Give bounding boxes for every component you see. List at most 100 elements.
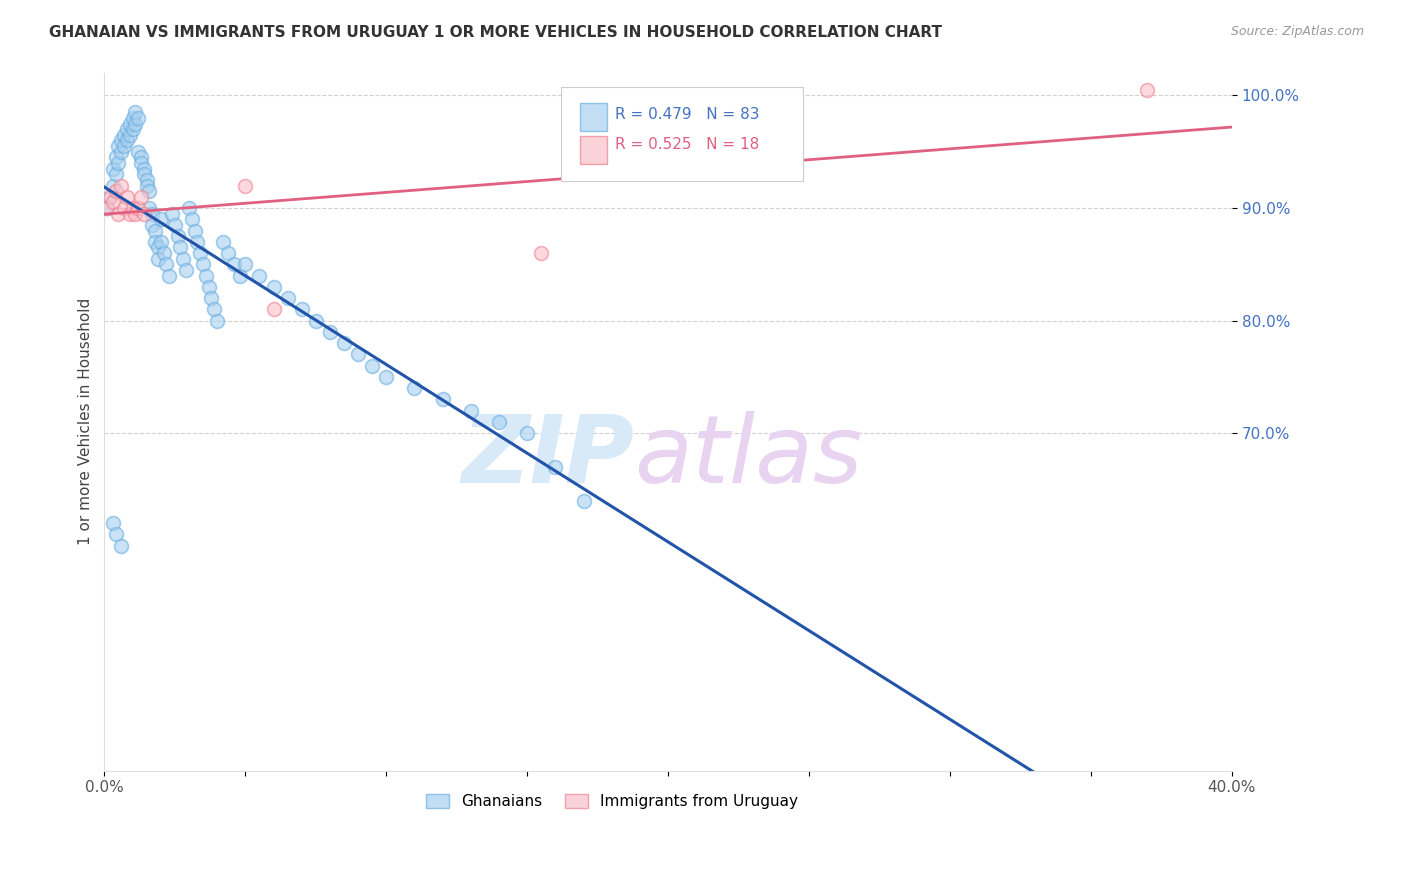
Point	[101, 516, 124, 530]
Point	[432, 392, 454, 407]
Point	[460, 403, 482, 417]
Point	[127, 145, 149, 159]
Point	[129, 156, 152, 170]
Point	[169, 240, 191, 254]
Point	[544, 459, 567, 474]
Point	[333, 336, 356, 351]
Point	[177, 201, 200, 215]
Point	[112, 201, 135, 215]
Point	[194, 268, 217, 283]
Point	[101, 178, 124, 193]
Point	[121, 201, 143, 215]
Point	[104, 527, 127, 541]
Point	[104, 167, 127, 181]
Point	[233, 178, 256, 193]
Point	[202, 302, 225, 317]
Point	[180, 212, 202, 227]
Point	[107, 207, 129, 221]
Point	[205, 313, 228, 327]
Point	[110, 134, 132, 148]
Text: GHANAIAN VS IMMIGRANTS FROM URUGUAY 1 OR MORE VEHICLES IN HOUSEHOLD CORRELATION : GHANAIAN VS IMMIGRANTS FROM URUGUAY 1 OR…	[49, 25, 942, 40]
Point	[361, 359, 384, 373]
Point	[115, 134, 138, 148]
Text: atlas: atlas	[634, 411, 862, 502]
Point	[110, 178, 132, 193]
Point	[121, 111, 143, 125]
Point	[110, 145, 132, 159]
Point	[115, 122, 138, 136]
Text: Source: ZipAtlas.com: Source: ZipAtlas.com	[1230, 25, 1364, 38]
Point	[163, 218, 186, 232]
Point	[319, 325, 342, 339]
FancyBboxPatch shape	[561, 87, 803, 181]
Point	[118, 128, 141, 142]
Point	[149, 212, 172, 227]
Point	[141, 218, 163, 232]
Point	[530, 246, 553, 260]
Point	[277, 291, 299, 305]
Point	[107, 139, 129, 153]
Point	[263, 302, 285, 317]
Point	[228, 268, 250, 283]
Point	[263, 280, 285, 294]
Point	[129, 150, 152, 164]
Point	[143, 223, 166, 237]
Point	[118, 117, 141, 131]
Point	[115, 190, 138, 204]
Point	[135, 178, 157, 193]
Point	[217, 246, 239, 260]
Point	[141, 207, 163, 221]
Point	[211, 235, 233, 249]
Point	[172, 252, 194, 266]
Point	[104, 184, 127, 198]
Point	[197, 280, 219, 294]
Text: R = 0.525   N = 18: R = 0.525 N = 18	[616, 137, 759, 153]
Point	[132, 161, 155, 176]
Point	[104, 150, 127, 164]
Point	[96, 201, 118, 215]
Point	[132, 207, 155, 221]
Point	[107, 156, 129, 170]
Point	[129, 190, 152, 204]
Point	[101, 195, 124, 210]
Point	[112, 139, 135, 153]
Point	[98, 190, 121, 204]
Text: ZIP: ZIP	[461, 410, 634, 503]
Point	[96, 201, 118, 215]
Point	[516, 426, 538, 441]
Point	[138, 201, 160, 215]
Point	[155, 257, 177, 271]
Point	[124, 105, 146, 120]
Point	[186, 235, 208, 249]
Point	[249, 268, 271, 283]
FancyBboxPatch shape	[581, 103, 607, 131]
Point	[488, 415, 510, 429]
Point	[188, 246, 211, 260]
Point	[1136, 83, 1159, 97]
Point	[143, 235, 166, 249]
Text: R = 0.479   N = 83: R = 0.479 N = 83	[616, 107, 759, 122]
Point	[127, 111, 149, 125]
Point	[110, 539, 132, 553]
Point	[121, 122, 143, 136]
Point	[305, 313, 328, 327]
Point	[291, 302, 314, 317]
Point	[152, 246, 174, 260]
Legend: Ghanaians, Immigrants from Uruguay: Ghanaians, Immigrants from Uruguay	[419, 789, 804, 815]
Point	[160, 207, 183, 221]
Point	[135, 173, 157, 187]
Point	[124, 117, 146, 131]
Point	[132, 167, 155, 181]
Point	[124, 207, 146, 221]
Point	[174, 263, 197, 277]
FancyBboxPatch shape	[581, 136, 607, 164]
Point	[98, 190, 121, 204]
Point	[146, 252, 169, 266]
Point	[166, 229, 188, 244]
Point	[157, 268, 180, 283]
Point	[404, 381, 426, 395]
Point	[149, 235, 172, 249]
Point	[572, 493, 595, 508]
Point	[233, 257, 256, 271]
Point	[375, 369, 398, 384]
